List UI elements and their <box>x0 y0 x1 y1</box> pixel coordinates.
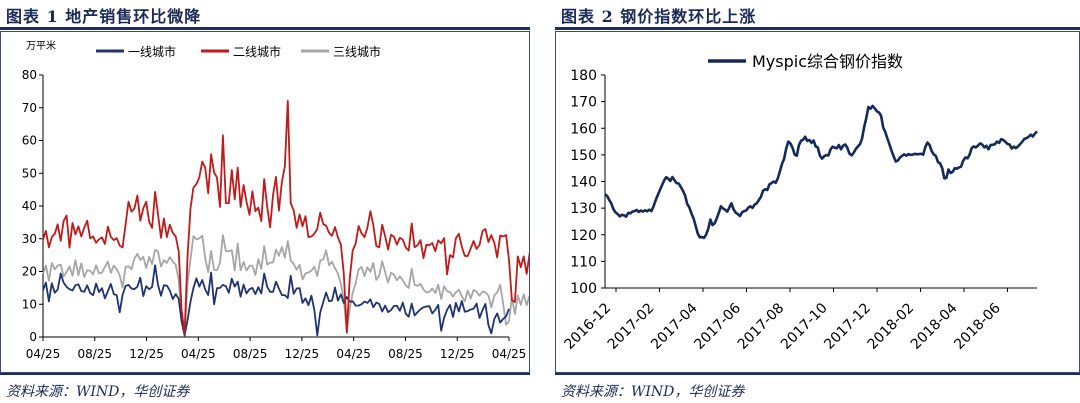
series-line <box>42 264 510 337</box>
y-tick-label: 170 <box>570 95 597 111</box>
x-tick-label: 08/25 <box>233 347 268 361</box>
x-tick-label: 04/25 <box>336 347 371 361</box>
source-note: 资料来源：WIND，华创证券 <box>6 384 190 400</box>
panel-property-sales: 图表 1 地产销售环比微降 万平米 0 10 20 30 40 50 60 70 80 04/25 0… <box>0 0 542 403</box>
legend-label: 三线城市 <box>333 44 381 59</box>
title-rule <box>555 27 1080 30</box>
source-rule <box>0 373 530 375</box>
x-tick-label: 2018-02 <box>865 300 918 353</box>
y-tick-label: 180 <box>570 68 597 84</box>
y-tick-label: 20 <box>22 265 37 279</box>
panel-steel-index: 图表 2 钢价指数环比上涨 100 110 120 130 140 150 160 170 18… <box>555 0 1080 403</box>
y-tick-label: 10 <box>22 297 37 311</box>
title-rule <box>0 27 530 30</box>
y-tick-label: 50 <box>22 166 37 180</box>
x-tick-label: 04/25 <box>181 347 216 361</box>
x-tick-label: 2018-06 <box>951 300 1004 353</box>
x-tick-label: 04/25 <box>492 347 527 361</box>
x-tick-label: 08/25 <box>388 347 423 361</box>
source-note: 资料来源：WIND，华创证券 <box>561 384 745 400</box>
y-tick-label: 120 <box>570 228 597 244</box>
y-tick-label: 130 <box>570 201 597 217</box>
series-line <box>42 234 537 337</box>
x-tick-label: 2017-10 <box>778 300 831 353</box>
x-tick-label: 12/25 <box>440 347 475 361</box>
y-tick-label: 70 <box>22 101 37 115</box>
series-line <box>42 100 542 335</box>
y-tick-label: 60 <box>22 134 37 148</box>
property-sales-chart: 万平米 0 10 20 30 40 50 60 70 80 04/25 08/25 12/25 04/25… <box>22 39 542 361</box>
series-line <box>604 104 1038 240</box>
x-tick-label: 2017-04 <box>648 300 701 353</box>
y-tick-label: 110 <box>570 254 597 270</box>
source-rule <box>555 373 1080 375</box>
y-axis-unit-label: 万平米 <box>26 39 56 52</box>
legend-label: 二线城市 <box>233 44 281 59</box>
y-tick-label: 160 <box>570 121 597 137</box>
x-tick-label: 12/25 <box>285 347 320 361</box>
legend-label: Myspic综合钢价指数 <box>752 52 903 71</box>
y-tick-label: 100 <box>570 281 597 297</box>
x-tick-label: 2017-02 <box>605 300 658 353</box>
y-tick-label: 80 <box>22 68 37 82</box>
x-tick-label: 2017-12 <box>821 300 874 353</box>
steel-index-chart: 1001101201301401501601701802016-122017-0… <box>562 52 1038 353</box>
x-tick-label: 2017-08 <box>735 300 788 353</box>
chart-title: 图表 1 地产销售环比微降 <box>6 7 202 26</box>
chart-title: 图表 2 钢价指数环比上涨 <box>561 7 757 26</box>
y-tick-label: 40 <box>22 199 37 213</box>
y-tick-label: 140 <box>570 175 597 191</box>
x-tick-label: 2017-06 <box>691 300 744 353</box>
x-tick-label: 08/25 <box>77 347 112 361</box>
x-tick-label: 12/25 <box>129 347 164 361</box>
y-tick-label: 150 <box>570 148 597 164</box>
chart-frame: 100 110 120 130 140 150 160 170 180 2016-12 2017-0… <box>555 31 1080 373</box>
legend-label: 一线城市 <box>128 44 176 59</box>
x-tick-label: 2018-04 <box>908 300 961 353</box>
y-tick-label: 30 <box>22 232 37 246</box>
y-tick-label: 0 <box>29 330 37 344</box>
x-tick-label: 2016-12 <box>562 300 615 353</box>
x-tick-label: 04/25 <box>26 347 61 361</box>
chart-frame: 万平米 0 10 20 30 40 50 60 70 80 04/25 08/25 12/25 04/25… <box>0 31 542 373</box>
